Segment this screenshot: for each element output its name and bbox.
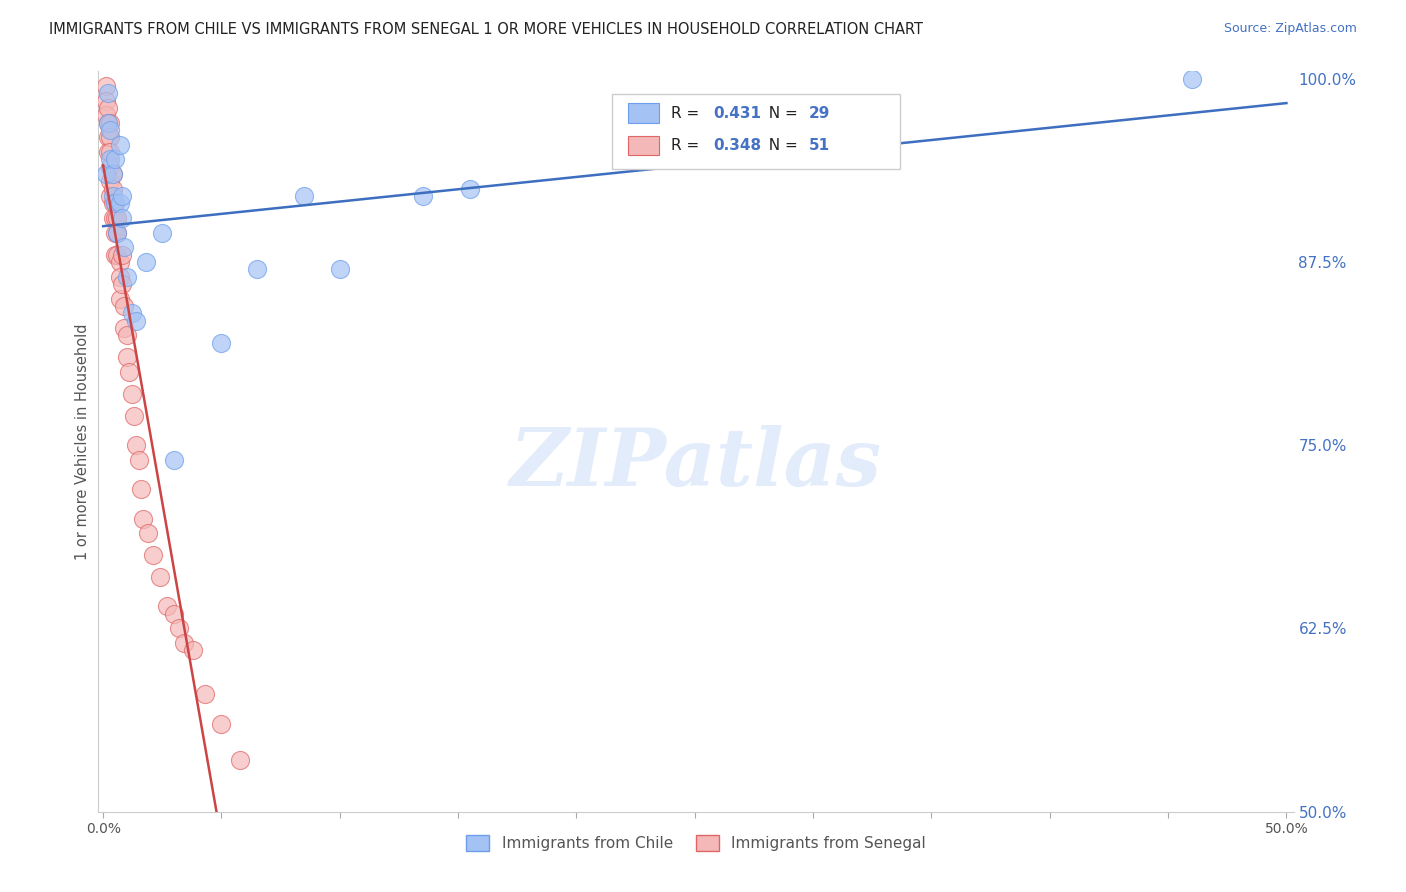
Point xyxy=(114,299,136,313)
Text: 29: 29 xyxy=(808,106,830,120)
Text: Source: ZipAtlas.com: Source: ZipAtlas.com xyxy=(1223,22,1357,36)
Point xyxy=(111,277,134,291)
Point xyxy=(104,196,127,211)
Point xyxy=(129,482,152,496)
Point xyxy=(150,226,173,240)
Point xyxy=(97,101,120,115)
Point xyxy=(121,387,143,401)
Point xyxy=(97,116,120,130)
Point xyxy=(292,189,315,203)
Point xyxy=(98,160,121,174)
Point xyxy=(104,196,127,211)
Point xyxy=(98,116,121,130)
Point xyxy=(114,321,136,335)
Point xyxy=(101,167,124,181)
Point xyxy=(97,145,120,159)
Text: 51: 51 xyxy=(808,138,830,153)
Point xyxy=(229,753,252,767)
Point xyxy=(98,123,121,137)
Point xyxy=(101,181,124,195)
Point xyxy=(121,306,143,320)
Point xyxy=(105,226,128,240)
Point xyxy=(94,94,117,108)
Text: ZIPatlas: ZIPatlas xyxy=(510,425,882,502)
Point xyxy=(108,292,131,306)
Point xyxy=(128,453,150,467)
Point xyxy=(114,240,136,254)
Point xyxy=(167,622,190,636)
Y-axis label: 1 or more Vehicles in Household: 1 or more Vehicles in Household xyxy=(75,323,90,560)
Point xyxy=(125,438,148,452)
Point xyxy=(163,607,186,621)
Point xyxy=(111,247,134,261)
Text: R =: R = xyxy=(671,106,704,120)
Point xyxy=(163,453,186,467)
Point xyxy=(122,409,145,423)
Point xyxy=(125,313,148,327)
Point xyxy=(194,688,217,702)
Point xyxy=(104,211,127,225)
Point xyxy=(108,269,131,284)
Point xyxy=(105,226,128,240)
Point xyxy=(104,153,127,167)
Point xyxy=(97,130,120,145)
Point xyxy=(104,247,127,261)
Point xyxy=(101,196,124,211)
Point xyxy=(211,716,233,731)
Point xyxy=(101,189,124,203)
Point xyxy=(156,599,179,614)
Text: 0.431: 0.431 xyxy=(713,106,761,120)
Point xyxy=(136,526,159,541)
Point xyxy=(873,108,896,122)
Point xyxy=(98,145,121,159)
Point xyxy=(108,196,131,211)
Point xyxy=(115,350,138,364)
Point xyxy=(142,548,165,562)
Point xyxy=(98,174,121,188)
Point xyxy=(173,636,195,650)
Point xyxy=(181,643,204,657)
Point xyxy=(105,211,128,225)
Point xyxy=(211,335,233,350)
Point xyxy=(101,167,124,181)
Point xyxy=(105,247,128,261)
Point xyxy=(98,153,121,167)
Point xyxy=(94,108,117,122)
Point xyxy=(135,255,157,269)
Point xyxy=(94,78,117,93)
Point xyxy=(98,130,121,145)
Point xyxy=(246,262,269,277)
Point xyxy=(118,365,141,379)
Point xyxy=(115,269,138,284)
Text: R =: R = xyxy=(671,138,704,153)
Point xyxy=(132,511,155,525)
Point xyxy=(108,255,131,269)
Point xyxy=(149,570,172,584)
Point xyxy=(104,226,127,240)
Point xyxy=(412,189,434,203)
Point xyxy=(101,211,124,225)
Point xyxy=(111,211,134,225)
Point xyxy=(108,137,131,152)
Point xyxy=(329,262,352,277)
Point xyxy=(98,189,121,203)
Point xyxy=(111,189,134,203)
Point xyxy=(97,116,120,130)
Point xyxy=(97,87,120,101)
Point xyxy=(1181,71,1204,86)
Point xyxy=(458,181,481,195)
Text: 0.348: 0.348 xyxy=(713,138,761,153)
Text: IMMIGRANTS FROM CHILE VS IMMIGRANTS FROM SENEGAL 1 OR MORE VEHICLES IN HOUSEHOLD: IMMIGRANTS FROM CHILE VS IMMIGRANTS FROM… xyxy=(49,22,924,37)
Point xyxy=(94,167,117,181)
Text: N =: N = xyxy=(759,106,803,120)
Point xyxy=(115,328,138,343)
Legend: Immigrants from Chile, Immigrants from Senegal: Immigrants from Chile, Immigrants from S… xyxy=(460,830,932,857)
Text: N =: N = xyxy=(759,138,803,153)
